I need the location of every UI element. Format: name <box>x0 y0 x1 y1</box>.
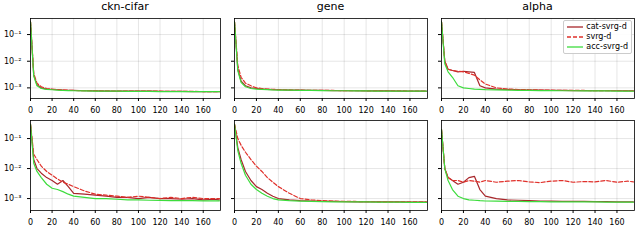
svg-text:60: 60 <box>90 218 100 226</box>
svg-text:80: 80 <box>112 218 122 226</box>
svg-text:100: 100 <box>544 106 559 114</box>
svg-text:20: 20 <box>458 218 468 226</box>
svg-text:120: 120 <box>358 218 373 226</box>
svg-text:20: 20 <box>458 106 468 114</box>
svg-text:20: 20 <box>251 106 261 114</box>
svg-text:140: 140 <box>380 218 395 226</box>
svg-text:140: 140 <box>174 218 189 226</box>
svg-text:20: 20 <box>47 106 57 114</box>
svg-text:60: 60 <box>502 218 512 226</box>
svg-text:0: 0 <box>232 218 237 226</box>
svg-text:20: 20 <box>47 218 57 226</box>
svg-text:100: 100 <box>337 218 352 226</box>
svg-text:60: 60 <box>502 106 512 114</box>
svg-text:40: 40 <box>480 218 490 226</box>
svg-text:80: 80 <box>112 106 122 114</box>
html-text:cat-svrg-d: cat-svrg-d <box>586 22 627 31</box>
html-text:ckn-cifar: ckn-cifar <box>101 0 149 13</box>
html-text:alpha: alpha <box>522 0 553 13</box>
svg-text:160: 160 <box>196 218 211 226</box>
svg-text:60: 60 <box>90 106 100 114</box>
svg-text:20: 20 <box>251 218 261 226</box>
svg-text:40: 40 <box>69 218 79 226</box>
svg-text:160: 160 <box>402 106 417 114</box>
svg-text:120: 120 <box>152 106 167 114</box>
svg-text:0: 0 <box>439 106 444 114</box>
svg-text:160: 160 <box>196 106 211 114</box>
svg-text:10⁻¹: 10⁻¹ <box>4 134 22 143</box>
html-text:svrg-d: svrg-d <box>586 32 612 41</box>
svg-text:40: 40 <box>273 106 283 114</box>
svg-text:60: 60 <box>295 218 305 226</box>
svg-text:0: 0 <box>28 106 33 114</box>
svg-text:120: 120 <box>358 106 373 114</box>
svg-text:10⁻³: 10⁻³ <box>4 83 22 92</box>
svg-text:140: 140 <box>380 106 395 114</box>
svg-text:0: 0 <box>232 106 237 114</box>
svg-text:0: 0 <box>439 218 444 226</box>
svg-text:140: 140 <box>174 106 189 114</box>
svg-text:160: 160 <box>609 218 624 226</box>
svg-text:100: 100 <box>131 218 146 226</box>
svg-text:120: 120 <box>565 218 580 226</box>
svg-text:120: 120 <box>152 218 167 226</box>
svg-text:10⁻³: 10⁻³ <box>4 194 22 203</box>
svg-text:40: 40 <box>480 106 490 114</box>
svg-text:0: 0 <box>28 218 33 226</box>
svg-text:10⁻²: 10⁻² <box>4 57 22 66</box>
svg-text:100: 100 <box>337 106 352 114</box>
svg-text:80: 80 <box>317 218 327 226</box>
svg-text:10⁻²: 10⁻² <box>4 164 22 173</box>
svg-text:120: 120 <box>565 106 580 114</box>
svg-text:140: 140 <box>587 106 602 114</box>
svg-text:160: 160 <box>402 218 417 226</box>
svg-text:160: 160 <box>609 106 624 114</box>
svg-text:100: 100 <box>131 106 146 114</box>
html-text:acc-svrg-d: acc-svrg-d <box>586 42 628 51</box>
svg-text:80: 80 <box>524 106 534 114</box>
svg-text:80: 80 <box>524 218 534 226</box>
svg-text:140: 140 <box>587 218 602 226</box>
svg-text:100: 100 <box>544 218 559 226</box>
html-text:gene: gene <box>316 0 345 13</box>
svg-text:40: 40 <box>273 218 283 226</box>
svg-text:10⁻¹: 10⁻¹ <box>4 30 22 39</box>
svg-text:80: 80 <box>317 106 327 114</box>
svg-text:40: 40 <box>69 106 79 114</box>
svg-text:60: 60 <box>295 106 305 114</box>
